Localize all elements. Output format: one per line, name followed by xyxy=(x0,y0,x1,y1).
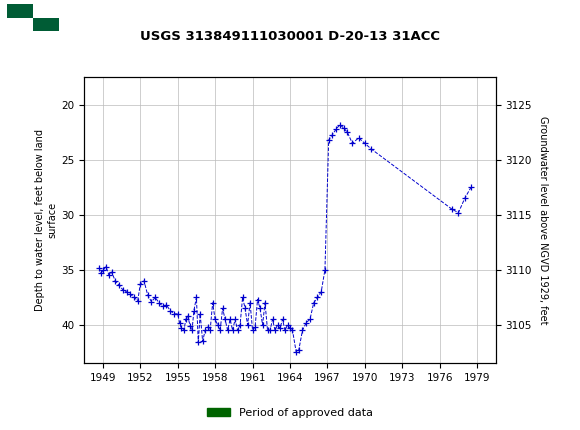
Bar xyxy=(33,18,59,31)
Legend: Period of approved data: Period of approved data xyxy=(203,403,377,422)
Y-axis label: Groundwater level above NGVD 1929, feet: Groundwater level above NGVD 1929, feet xyxy=(538,116,548,325)
Bar xyxy=(7,4,59,31)
Text: USGS 313849111030001 D-20-13 31ACC: USGS 313849111030001 D-20-13 31ACC xyxy=(140,30,440,43)
Y-axis label: Depth to water level, feet below land
surface: Depth to water level, feet below land su… xyxy=(35,129,57,311)
Text: USGS: USGS xyxy=(65,10,112,25)
Bar xyxy=(7,4,33,18)
